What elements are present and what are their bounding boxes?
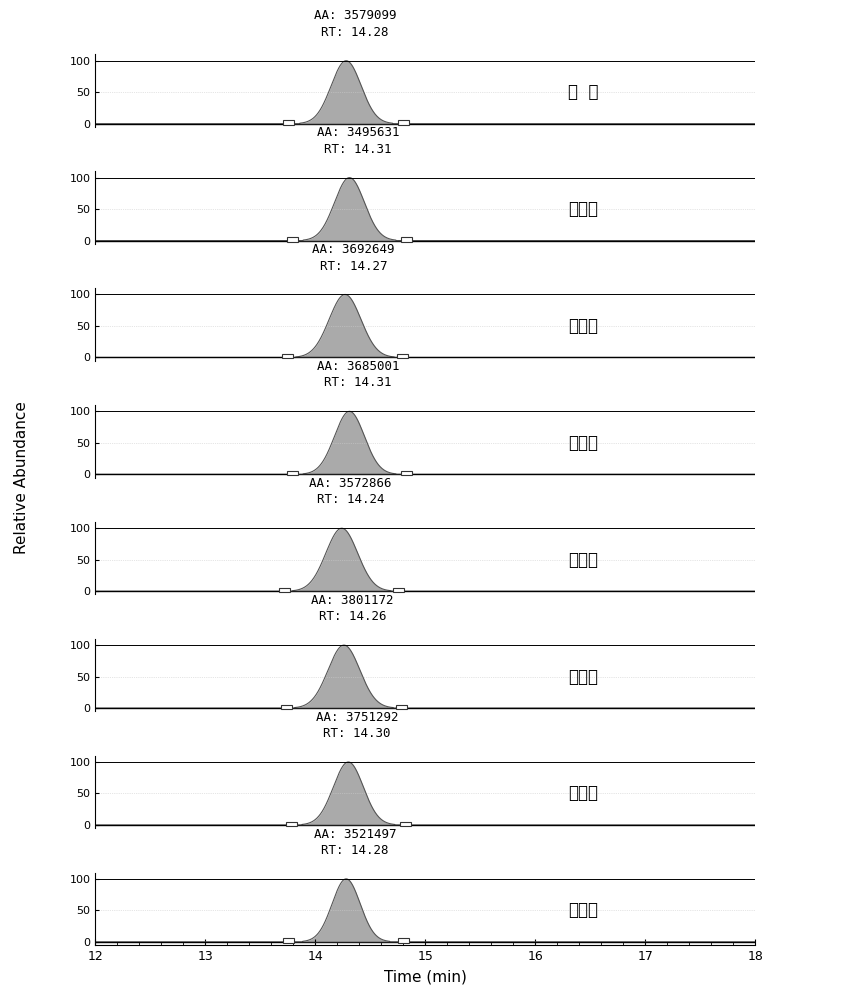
X-axis label: Time (min): Time (min) <box>384 970 467 985</box>
Bar <box>398 938 409 943</box>
Bar <box>396 705 406 709</box>
Text: AA: 3521497: AA: 3521497 <box>313 828 396 841</box>
Text: 羊皮胶: 羊皮胶 <box>569 901 598 919</box>
Text: Relative Abundance: Relative Abundance <box>14 401 30 554</box>
Bar <box>286 822 297 826</box>
Text: 龟甲胶: 龟甲胶 <box>569 551 598 569</box>
Text: RT: 14.24: RT: 14.24 <box>317 493 385 506</box>
Bar <box>401 237 412 242</box>
Text: 鼖甲胶: 鼖甲胶 <box>569 668 598 686</box>
Bar <box>400 822 411 826</box>
Text: 马皮胶: 马皮胶 <box>569 200 598 218</box>
Text: RT: 14.30: RT: 14.30 <box>323 727 391 740</box>
Bar <box>282 354 293 358</box>
Bar <box>398 120 409 125</box>
Text: RT: 14.31: RT: 14.31 <box>325 376 391 389</box>
Text: RT: 14.28: RT: 14.28 <box>321 26 389 39</box>
Bar <box>286 471 298 475</box>
Text: AA: 3495631: AA: 3495631 <box>317 126 399 139</box>
Text: 黄明胶: 黄明胶 <box>569 317 598 335</box>
Bar <box>279 588 290 592</box>
Bar <box>284 120 294 125</box>
Bar <box>401 471 412 475</box>
Bar <box>286 237 298 242</box>
Bar <box>397 354 408 358</box>
Text: AA: 3692649: AA: 3692649 <box>312 243 395 256</box>
Text: RT: 14.26: RT: 14.26 <box>319 610 386 623</box>
Text: RT: 14.27: RT: 14.27 <box>320 260 387 273</box>
Text: 猪皮胶: 猪皮胶 <box>569 434 598 452</box>
Text: AA: 3572866: AA: 3572866 <box>309 477 391 490</box>
Text: AA: 3685001: AA: 3685001 <box>317 360 399 373</box>
Text: 阿  胶: 阿 胶 <box>569 83 599 101</box>
Text: 鹿角胶: 鹿角胶 <box>569 784 598 802</box>
Text: AA: 3801172: AA: 3801172 <box>312 594 394 607</box>
Bar <box>284 938 294 943</box>
Text: AA: 3579099: AA: 3579099 <box>313 9 396 22</box>
Bar <box>393 588 404 592</box>
Text: RT: 14.31: RT: 14.31 <box>325 143 391 156</box>
Text: AA: 3751292: AA: 3751292 <box>316 711 398 724</box>
Bar <box>281 705 293 709</box>
Text: RT: 14.28: RT: 14.28 <box>321 844 389 857</box>
